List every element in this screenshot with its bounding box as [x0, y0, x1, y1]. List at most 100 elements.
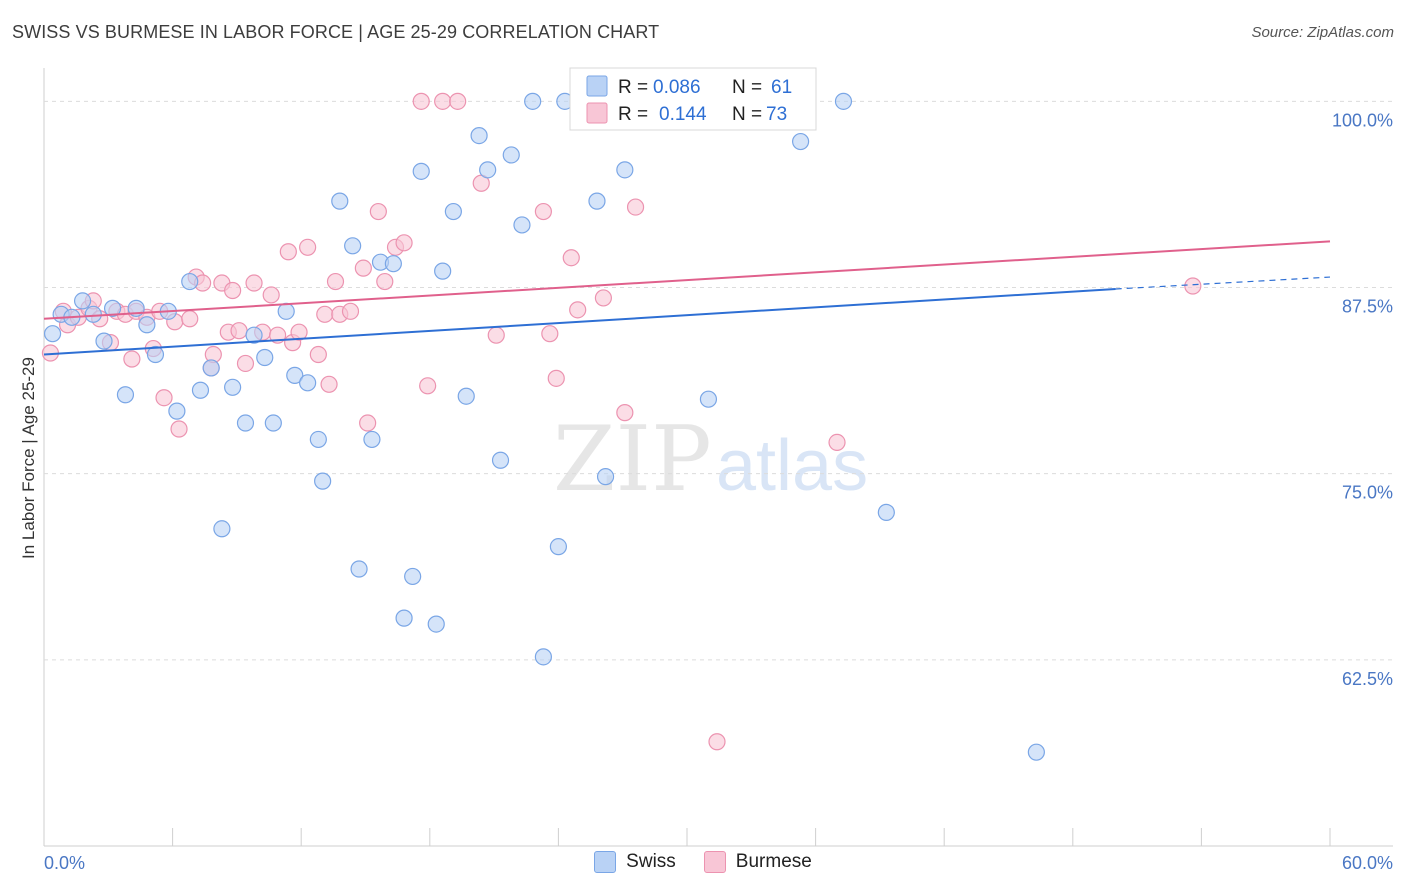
swiss-point — [444, 202, 462, 221]
legend-r-label-swiss: R = — [618, 77, 648, 98]
swiss-point — [384, 255, 402, 273]
swiss-point — [43, 325, 62, 343]
swiss-point — [470, 126, 488, 145]
burmese-point — [562, 249, 580, 267]
swiss-point — [314, 472, 332, 490]
swiss-point — [116, 386, 135, 404]
swiss-point — [491, 451, 510, 469]
legend-n-label-burmese: N = — [732, 104, 762, 125]
swiss-point — [434, 262, 452, 280]
burmese-point — [547, 369, 565, 387]
swiss-point — [534, 648, 552, 666]
burmese-point — [224, 281, 242, 300]
swiss-point — [73, 292, 92, 310]
y-tick-label: 87.5% — [1342, 297, 1393, 317]
burmese-point — [309, 345, 327, 364]
burmese-point — [594, 289, 613, 307]
swiss-point — [256, 348, 274, 367]
burmese-point — [262, 286, 280, 304]
series-legend: Swiss Burmese — [0, 851, 1406, 873]
x-tick-label-max: 60.0% — [1342, 853, 1393, 873]
swiss-point — [84, 305, 102, 323]
y-tick-label: 62.5% — [1342, 669, 1393, 689]
swiss-point — [395, 609, 413, 627]
burmese-point — [279, 243, 297, 261]
burmese-point — [245, 274, 263, 292]
burmese-point — [155, 389, 173, 407]
swiss-point — [286, 366, 304, 384]
watermark-zip: ZIP — [553, 407, 712, 512]
swiss-point — [181, 272, 199, 291]
legend-swatch-burmese-bottom — [703, 851, 726, 873]
burmese-point — [616, 404, 634, 422]
x-tick-label-min: 0.0% — [44, 853, 85, 873]
swiss-point — [277, 302, 295, 320]
legend-n-value-swiss: 61 — [771, 77, 792, 98]
swiss-point — [331, 192, 349, 210]
burmese-point — [1184, 277, 1202, 295]
y-tick-label: 100.0% — [1332, 110, 1393, 130]
swiss-point — [524, 92, 542, 110]
swiss-point — [699, 390, 718, 408]
swiss-point — [1027, 743, 1045, 761]
burmese-point — [434, 92, 452, 110]
burmese-point — [290, 323, 308, 341]
burmese-point — [181, 310, 199, 328]
burmese-point — [123, 350, 141, 368]
swiss-point — [224, 378, 242, 396]
watermark: ZIP atlas — [553, 407, 868, 512]
trend-lines — [43, 240, 1331, 356]
burmese-trend-line — [43, 240, 1331, 320]
burmese-point — [569, 301, 587, 319]
swiss-point — [834, 92, 853, 110]
stats-legend-box — [569, 67, 817, 131]
gridlines — [44, 100, 1393, 661]
swiss-point — [299, 374, 317, 392]
swiss-point — [479, 161, 497, 179]
legend-swatch-burmese — [586, 102, 608, 124]
swiss-trend-line — [43, 287, 1116, 356]
swiss-point — [213, 520, 231, 538]
burmese-point — [320, 375, 338, 393]
burmese-point — [341, 302, 360, 320]
swiss-point — [363, 430, 381, 449]
swiss-point — [95, 332, 113, 350]
burmese-point — [626, 198, 645, 216]
y-axis-label: In Labor Force | Age 25-29 — [19, 357, 38, 559]
swiss-point — [616, 161, 634, 179]
swiss-point — [344, 237, 362, 255]
legend-item-burmese[interactable]: Burmese — [703, 851, 812, 873]
swiss-point — [264, 414, 282, 432]
burmese-point — [395, 234, 413, 252]
swiss-point — [309, 430, 327, 449]
legend-label-swiss: Swiss — [626, 851, 676, 872]
burmese-point — [828, 433, 846, 451]
burmese-point — [299, 238, 317, 256]
legend-n-label-swiss: N = — [732, 77, 762, 98]
watermark-atlas: atlas — [716, 426, 868, 506]
swiss-point — [138, 316, 156, 334]
burmese-point — [369, 202, 387, 221]
swiss-point — [502, 146, 520, 164]
burmese-point — [419, 377, 437, 395]
swiss-point — [549, 538, 568, 556]
burmese-point — [534, 202, 552, 221]
source-credit: Source: ZipAtlas.com — [1251, 24, 1394, 41]
burmese-point — [359, 414, 377, 432]
burmese-points — [41, 92, 1202, 751]
burmese-point — [170, 420, 188, 438]
burmese-point — [412, 92, 430, 110]
y-tick-label: 75.0% — [1342, 483, 1393, 503]
legend-label-burmese: Burmese — [735, 851, 812, 872]
burmese-point — [449, 92, 467, 110]
swiss-point — [427, 615, 445, 633]
chart-title: SWISS VS BURMESE IN LABOR FORCE | AGE 25… — [12, 22, 660, 42]
swiss-point — [202, 359, 220, 377]
swiss-point — [168, 402, 186, 420]
legend-item-swiss[interactable]: Swiss — [594, 851, 676, 873]
swiss-points — [43, 92, 1045, 761]
burmese-point — [236, 354, 255, 373]
swiss-point — [191, 381, 210, 399]
legend-r-value-swiss: 0.086 — [653, 77, 701, 98]
